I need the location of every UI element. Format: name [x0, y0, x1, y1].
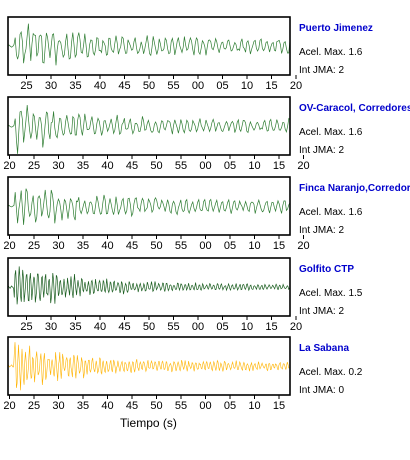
jma-intensity-2: Int JMA: 2	[299, 145, 345, 156]
waveform-trace-2	[8, 104, 290, 154]
panel-frame-2	[7, 96, 291, 156]
x-tick-label: 45	[126, 160, 138, 172]
max-acceleration-3: Acel. Max. 1.6	[299, 207, 363, 218]
x-tick-label: 50	[150, 160, 162, 172]
x-tick-label: 25	[20, 80, 32, 92]
station-name-5: La Sabana	[299, 343, 350, 354]
x-tick-label: 40	[94, 80, 106, 92]
x-tick-label: 20	[3, 240, 15, 252]
x-tick-label: 05	[216, 80, 228, 92]
x-tick-label: 40	[101, 400, 113, 412]
x-tick-label: 10	[248, 160, 260, 172]
x-tick-label: 05	[224, 400, 236, 412]
x-tick-label: 15	[265, 80, 277, 92]
station-name-3: Finca Naranjo,Corredores	[299, 183, 410, 194]
waveform-trace-5	[8, 342, 290, 391]
x-tick-label: 10	[241, 80, 253, 92]
x-tick-label: 10	[248, 400, 260, 412]
jma-intensity-5: Int JMA: 0	[299, 385, 345, 396]
panel-frame-3	[7, 176, 291, 236]
waveform-trace-3	[8, 188, 290, 225]
x-tick-label: 20	[290, 80, 302, 92]
max-acceleration-1: Acel. Max. 1.6	[299, 47, 363, 58]
x-tick-label: 55	[167, 80, 179, 92]
x-tick-label: 50	[143, 80, 155, 92]
jma-intensity-3: Int JMA: 2	[299, 225, 345, 236]
x-tick-label: 20	[297, 240, 309, 252]
x-tick-label: 50	[143, 321, 155, 333]
x-tick-label: 15	[265, 321, 277, 333]
x-tick-label: 15	[273, 400, 285, 412]
x-tick-label: 15	[273, 240, 285, 252]
x-tick-label: 30	[52, 160, 64, 172]
panel-frame-1	[7, 16, 291, 76]
max-acceleration-2: Acel. Max. 1.6	[299, 127, 363, 138]
station-name-2: OV-Caracol, Corredores	[299, 103, 410, 114]
x-tick-label: 45	[126, 400, 138, 412]
x-tick-label: 00	[192, 80, 204, 92]
x-tick-label: 05	[224, 160, 236, 172]
x-tick-label: 25	[28, 160, 40, 172]
x-tick-label: 50	[150, 240, 162, 252]
x-tick-label: 05	[224, 240, 236, 252]
x-axis-label: Tiempo (s)	[120, 416, 177, 430]
x-tick-label: 40	[94, 321, 106, 333]
x-tick-label: 55	[175, 160, 187, 172]
max-acceleration-5: Acel. Max. 0.2	[299, 367, 363, 378]
x-tick-label: 55	[175, 240, 187, 252]
x-tick-label: 45	[118, 321, 130, 333]
jma-intensity-1: Int JMA: 2	[299, 65, 345, 76]
station-name-1: Puerto Jimenez	[299, 23, 373, 34]
x-tick-label: 00	[199, 160, 211, 172]
max-acceleration-4: Acel. Max. 1.5	[299, 288, 363, 299]
x-tick-label: 35	[77, 240, 89, 252]
x-tick-label: 30	[45, 80, 57, 92]
x-tick-label: 05	[216, 321, 228, 333]
x-tick-label: 45	[118, 80, 130, 92]
x-tick-label: 40	[101, 240, 113, 252]
x-tick-label: 25	[20, 321, 32, 333]
x-tick-label: 50	[150, 400, 162, 412]
x-tick-label: 30	[45, 321, 57, 333]
x-tick-label: 55	[167, 321, 179, 333]
jma-intensity-4: Int JMA: 2	[299, 306, 345, 317]
x-tick-label: 00	[199, 400, 211, 412]
waveform-trace-1	[8, 23, 290, 66]
x-tick-label: 30	[52, 240, 64, 252]
waveform-trace-4	[8, 266, 290, 305]
x-tick-label: 45	[126, 240, 138, 252]
x-tick-label: 20	[3, 160, 15, 172]
x-tick-label: 10	[241, 321, 253, 333]
x-tick-label: 35	[69, 80, 81, 92]
x-tick-label: 40	[101, 160, 113, 172]
x-tick-label: 20	[3, 400, 15, 412]
x-tick-label: 35	[77, 160, 89, 172]
x-tick-label: 00	[192, 321, 204, 333]
x-tick-label: 10	[248, 240, 260, 252]
panel-frame-5	[7, 336, 291, 396]
x-tick-label: 15	[273, 160, 285, 172]
x-tick-label: 35	[69, 321, 81, 333]
x-tick-label: 25	[28, 240, 40, 252]
x-tick-label: 20	[290, 321, 302, 333]
x-tick-label: 00	[199, 240, 211, 252]
x-tick-label: 30	[52, 400, 64, 412]
station-name-4: Golfito CTP	[299, 264, 354, 275]
x-tick-label: 20	[297, 160, 309, 172]
x-tick-label: 35	[77, 400, 89, 412]
x-tick-label: 55	[175, 400, 187, 412]
x-tick-label: 25	[28, 400, 40, 412]
